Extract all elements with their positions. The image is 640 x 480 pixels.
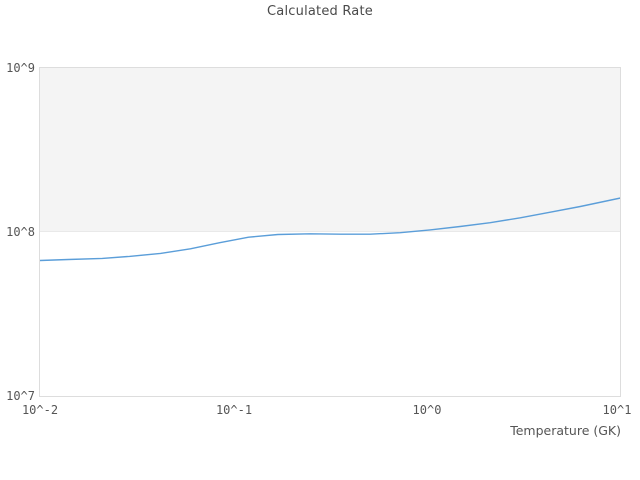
plot-area bbox=[39, 67, 621, 397]
x-tick-label-1e0: 10^0 bbox=[412, 403, 442, 417]
y-tick-label-1e8: 10^8 bbox=[6, 225, 35, 239]
rate-line-series bbox=[40, 197, 620, 262]
y-tick-label-1e7: 10^7 bbox=[6, 389, 35, 403]
x-axis-label: Temperature (GK) bbox=[510, 423, 621, 438]
y-tick-label-1e9: 10^9 bbox=[6, 61, 35, 75]
x-tick-label-1e-1: 10^-1 bbox=[215, 403, 253, 417]
chart-title: Calculated Rate bbox=[267, 4, 373, 19]
log-decade-band bbox=[40, 68, 620, 232]
x-tick-label-1e1: 10^1 bbox=[602, 403, 632, 417]
rate-line-chart bbox=[40, 197, 620, 262]
x-tick-label-1e-2: 10^-2 bbox=[21, 403, 59, 417]
